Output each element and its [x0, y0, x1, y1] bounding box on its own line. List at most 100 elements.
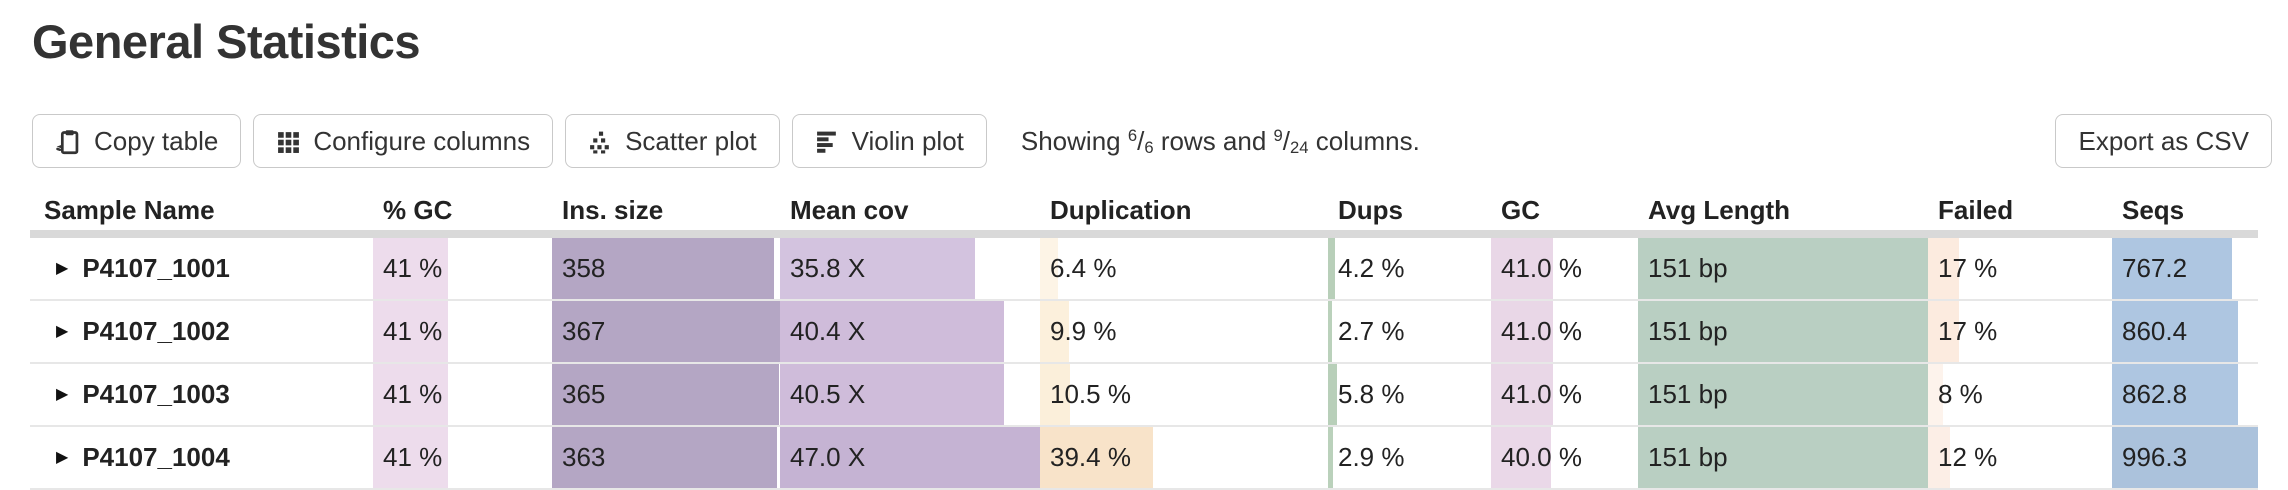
column-header-mean-cov[interactable]: Mean cov — [780, 171, 1040, 238]
value-bar — [552, 427, 778, 487]
copy-table-label: Copy table — [94, 125, 219, 156]
rows-shown-count: 6 — [1127, 126, 1138, 146]
cell-value: 151 bp — [1648, 253, 1728, 283]
table-cell: 151 bp — [1638, 426, 1928, 490]
sample-name-cell: ▶ P4107_1002 — [30, 300, 373, 364]
value-bar — [780, 364, 1005, 424]
export-csv-button[interactable]: Export as CSV — [2055, 114, 2272, 168]
table-cell: 9.9 % — [1040, 300, 1328, 364]
row-expand-toggle-icon[interactable]: ▶ — [56, 323, 69, 340]
column-header-gc[interactable]: GC — [1491, 171, 1638, 238]
column-header-avg-length[interactable]: Avg Length — [1638, 171, 1928, 238]
cell-value: 365 — [562, 379, 606, 409]
sample-name-cell: ▶ P4107_1001 — [30, 234, 373, 301]
table-cell: 2.7 % — [1328, 300, 1491, 364]
table-cell: 4.2 % — [1328, 234, 1491, 301]
page-title: General Statistics — [32, 15, 421, 68]
copy-table-button[interactable]: Copy table — [32, 114, 242, 168]
showing-middle: rows and — [1160, 125, 1267, 156]
table-cell: 17 % — [1928, 300, 2112, 364]
sample-name: P4107_1004 — [82, 442, 230, 472]
value-bar — [1928, 364, 1943, 424]
column-header-ins-size[interactable]: Ins. size — [552, 171, 780, 238]
table-cell: 41.0 % — [1491, 300, 1638, 364]
sample-name: P4107_1002 — [82, 316, 230, 346]
column-header-seqs[interactable]: Seqs — [2112, 171, 2258, 238]
cell-value: 6.4 % — [1050, 253, 1117, 283]
cell-value: 39.4 % — [1050, 442, 1131, 472]
table-row: ▶ P4107_1003 41 % 365 40.5 X 10.5 % 5.8 % 41.0 … — [30, 363, 2258, 427]
column-header-dups[interactable]: Dups — [1328, 171, 1491, 238]
cell-value: 41.0 % — [1501, 253, 1582, 283]
showing-summary: Showing 6/6 rows and 9/24 columns. — [1020, 125, 1420, 158]
column-header-failed[interactable]: Failed — [1928, 171, 2112, 238]
cell-value: 996.3 — [2122, 442, 2188, 472]
table-cell: 363 — [552, 426, 780, 490]
cell-value: 41 % — [383, 253, 443, 283]
table-cell: 12 % — [1928, 426, 2112, 490]
export-csv-label: Export as CSV — [2078, 125, 2249, 156]
table-cell: 6.4 % — [1040, 234, 1328, 301]
table-cell: 358 — [552, 234, 780, 301]
value-bar — [2112, 238, 2232, 298]
row-expand-toggle-icon[interactable]: ▶ — [56, 260, 69, 277]
table-header-row: Sample Name% GC Ins. size Mean cov Duplicat… — [30, 171, 2258, 238]
cell-value: 5.8 % — [1338, 379, 1405, 409]
value-bar — [373, 364, 449, 424]
table-cell: 47.0 X — [780, 426, 1040, 490]
row-expand-toggle-icon[interactable]: ▶ — [56, 386, 69, 403]
table-cell: 860.4 — [2112, 300, 2258, 364]
row-expand-toggle-icon[interactable]: ▶ — [56, 449, 69, 466]
cols-total-count: 24 — [1290, 138, 1309, 158]
column-header-duplication[interactable]: Duplication — [1040, 171, 1328, 238]
table-cell: 996.3 — [2112, 426, 2258, 490]
table-cell: 17 % — [1928, 234, 2112, 301]
value-bar — [552, 364, 779, 424]
violin-plot-button[interactable]: Violin plot — [791, 114, 987, 168]
table-cell: 367 — [552, 300, 780, 364]
value-bar — [780, 238, 975, 298]
cell-value: 8 % — [1938, 379, 1983, 409]
showing-prefix: Showing — [1020, 125, 1121, 156]
value-bar — [1040, 364, 1071, 424]
table-cell: 151 bp — [1638, 234, 1928, 301]
scatter-plot-label: Scatter plot — [625, 125, 757, 156]
column-header--gc[interactable]: % GC — [373, 171, 552, 238]
table-cell: 35.8 X — [780, 234, 1040, 301]
table-cell: 41 % — [373, 234, 552, 301]
value-bar — [1491, 427, 1552, 487]
violin-lines-icon — [815, 129, 840, 154]
column-header-sample-name[interactable]: Sample Name — [30, 171, 373, 238]
value-bar — [552, 238, 775, 298]
table-cell: 8 % — [1928, 363, 2112, 427]
sample-name: P4107_1001 — [82, 253, 230, 283]
value-bar — [1040, 427, 1154, 487]
cell-value: 41 % — [383, 316, 443, 346]
value-bar — [1638, 364, 1928, 424]
cell-value: 41 % — [383, 379, 443, 409]
cell-value: 4.2 % — [1338, 253, 1405, 283]
table-cell: 767.2 — [2112, 234, 2258, 301]
general-statistics-table: Sample Name% GC Ins. size Mean cov Duplicat… — [30, 171, 2258, 490]
cell-value: 40.5 X — [790, 379, 866, 409]
scatter-plot-button[interactable]: Scatter plot — [565, 114, 780, 168]
value-bar — [1040, 238, 1059, 298]
configure-columns-button[interactable]: Configure columns — [253, 114, 554, 168]
table-row: ▶ P4107_1004 41 % 363 47.0 X 39.4 % 2.9 % 40.0 … — [30, 426, 2258, 490]
value-bar — [1328, 301, 1333, 361]
value-bar — [1491, 238, 1553, 298]
value-bar — [1491, 364, 1553, 424]
sample-name: P4107_1003 — [82, 379, 230, 409]
cols-shown-count: 9 — [1273, 126, 1283, 146]
cell-value: 10.5 % — [1050, 379, 1131, 409]
table-cell: 151 bp — [1638, 363, 1928, 427]
table-cell: 862.8 — [2112, 363, 2258, 427]
cell-value: 151 bp — [1648, 316, 1728, 346]
value-bar — [1638, 301, 1928, 361]
cell-value: 35.8 X — [790, 253, 866, 283]
cell-value: 12 % — [1938, 442, 1998, 472]
cell-value: 41 % — [383, 442, 443, 472]
cell-value: 2.9 % — [1338, 442, 1405, 472]
table-body: ▶ P4107_1001 41 % 358 35.8 X 6.4 % 4.2 % 41.0 %… — [30, 234, 2258, 490]
